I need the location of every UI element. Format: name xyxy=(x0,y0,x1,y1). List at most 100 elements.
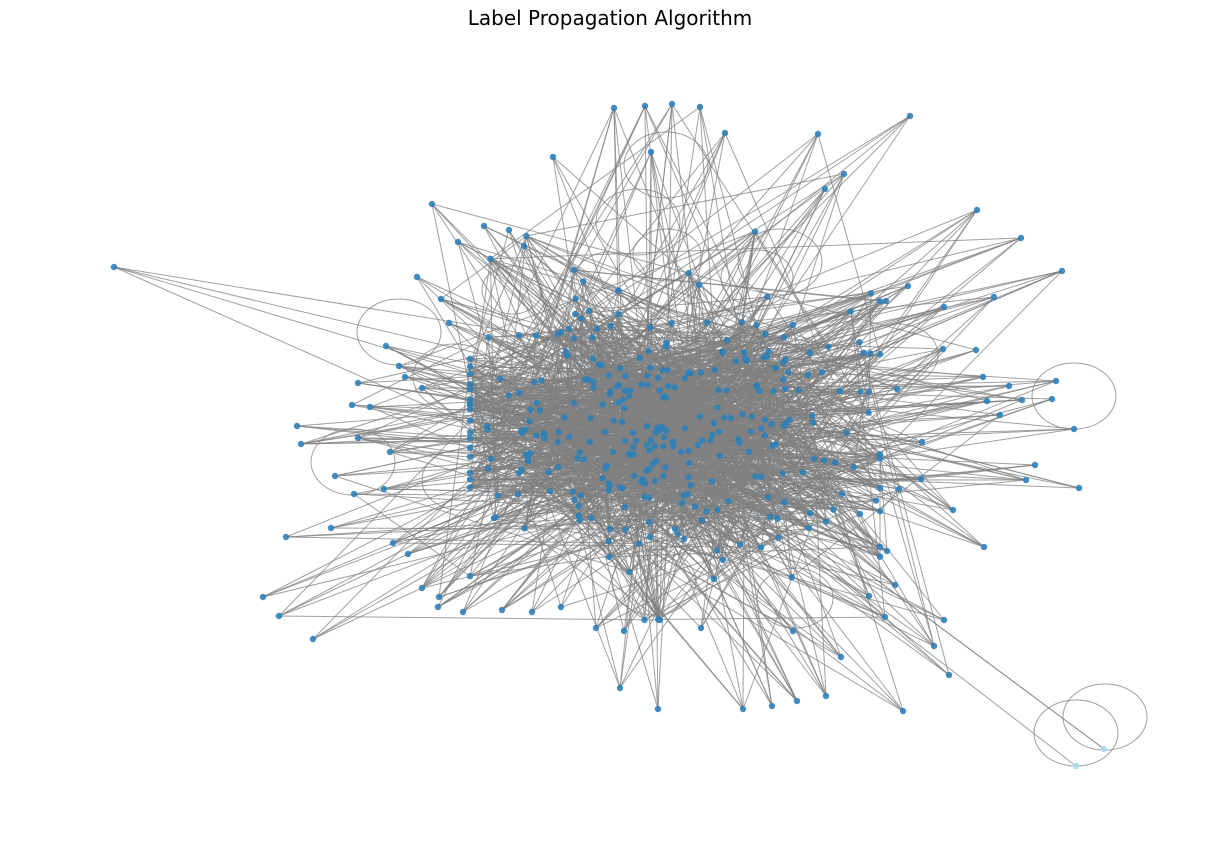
graph-node xyxy=(685,459,693,467)
graph-node xyxy=(795,387,802,394)
graph-node xyxy=(876,508,884,515)
graph-edge xyxy=(483,225,707,512)
edge-layer xyxy=(113,103,1105,767)
graph-node xyxy=(996,411,1004,419)
graph-node xyxy=(814,130,822,138)
graph-edge xyxy=(469,486,592,519)
graph-node xyxy=(569,488,577,495)
graph-node xyxy=(822,692,830,700)
graph-node xyxy=(939,345,947,353)
graph-edge xyxy=(389,451,471,458)
graph-edge xyxy=(527,456,580,516)
graph-node xyxy=(401,373,409,381)
graph-node xyxy=(775,534,782,541)
graph-edge xyxy=(278,466,559,617)
graph-edge xyxy=(628,427,686,455)
graph-node xyxy=(893,385,901,393)
graph-node xyxy=(710,575,718,583)
graph-node xyxy=(739,411,746,418)
graph-edge xyxy=(469,404,519,495)
graph-edge xyxy=(850,311,870,413)
graph-node xyxy=(699,437,706,444)
self-loop-edge xyxy=(1033,699,1119,767)
graph-edge xyxy=(681,502,773,707)
graph-node xyxy=(825,343,832,350)
graph-edge xyxy=(863,352,950,676)
graph-edge xyxy=(613,107,619,315)
graph-edge xyxy=(879,488,900,512)
graph-edge xyxy=(462,456,529,613)
graph-edge xyxy=(469,402,575,474)
graph-node xyxy=(654,374,662,381)
graph-node xyxy=(721,129,729,137)
graph-edge xyxy=(722,352,881,558)
graph-node xyxy=(428,200,436,208)
graph-node xyxy=(592,624,600,632)
graph-edge xyxy=(653,463,881,512)
graph-node xyxy=(566,433,573,441)
graph-node xyxy=(719,349,726,356)
graph-edge xyxy=(524,487,623,529)
graph-node xyxy=(856,510,864,518)
graph-node xyxy=(327,524,335,532)
graph-node xyxy=(590,384,597,391)
graph-node xyxy=(663,339,670,347)
graph-node xyxy=(891,581,899,589)
graph-node xyxy=(466,444,474,451)
graph-node xyxy=(538,377,545,384)
graph-node xyxy=(575,512,582,519)
graph-node xyxy=(533,432,540,439)
graph-node xyxy=(757,544,765,551)
graph-node xyxy=(644,381,651,388)
graph-node xyxy=(554,438,561,446)
graph-node xyxy=(671,525,679,533)
graph-node xyxy=(445,319,453,327)
graph-node xyxy=(694,441,702,449)
graph-node xyxy=(641,480,649,487)
graph-edge xyxy=(334,379,784,477)
graph-edge xyxy=(775,301,881,445)
graph-node xyxy=(606,482,613,489)
graph-edge xyxy=(404,376,743,415)
graph-edge xyxy=(879,270,1063,455)
graph-node xyxy=(678,499,686,506)
graph-edge xyxy=(416,276,591,443)
graph-node xyxy=(671,384,678,391)
graph-node xyxy=(668,100,676,108)
graph-node xyxy=(621,405,628,412)
graph-node xyxy=(780,376,787,383)
graph-edge xyxy=(528,460,881,512)
graph-edge xyxy=(113,266,537,336)
graph-node xyxy=(645,447,653,454)
graph-node xyxy=(768,702,776,710)
graph-node-small-community xyxy=(1100,745,1108,753)
self-loop-edge xyxy=(611,548,697,616)
graph-node xyxy=(110,263,118,271)
graph-node xyxy=(466,396,474,403)
graph-node xyxy=(533,399,541,407)
graph-node xyxy=(654,705,662,713)
graph-edge xyxy=(392,542,762,548)
graph-edge xyxy=(543,437,630,573)
graph-edge xyxy=(591,517,703,522)
graph-node xyxy=(681,374,689,382)
graph-node xyxy=(605,372,612,379)
graph-node xyxy=(736,439,743,447)
graph-edge xyxy=(773,391,810,529)
graph-node xyxy=(651,443,658,450)
graph-node xyxy=(881,613,889,621)
graph-node xyxy=(466,405,474,413)
graph-node xyxy=(830,506,837,513)
graph-node xyxy=(669,438,677,445)
graph-node xyxy=(366,403,374,411)
graph-node xyxy=(494,492,501,499)
graph-node xyxy=(743,357,750,365)
graph-edge xyxy=(870,270,1063,354)
graph-node xyxy=(563,352,571,359)
graph-edge xyxy=(658,616,886,620)
graph-edge xyxy=(623,352,745,632)
graph-edge xyxy=(490,258,896,586)
graph-node xyxy=(466,363,474,370)
graph-node xyxy=(808,412,816,420)
graph-node xyxy=(697,624,705,632)
